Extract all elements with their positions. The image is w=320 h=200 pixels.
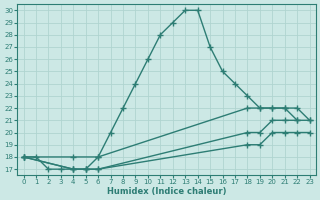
X-axis label: Humidex (Indice chaleur): Humidex (Indice chaleur)	[107, 187, 226, 196]
